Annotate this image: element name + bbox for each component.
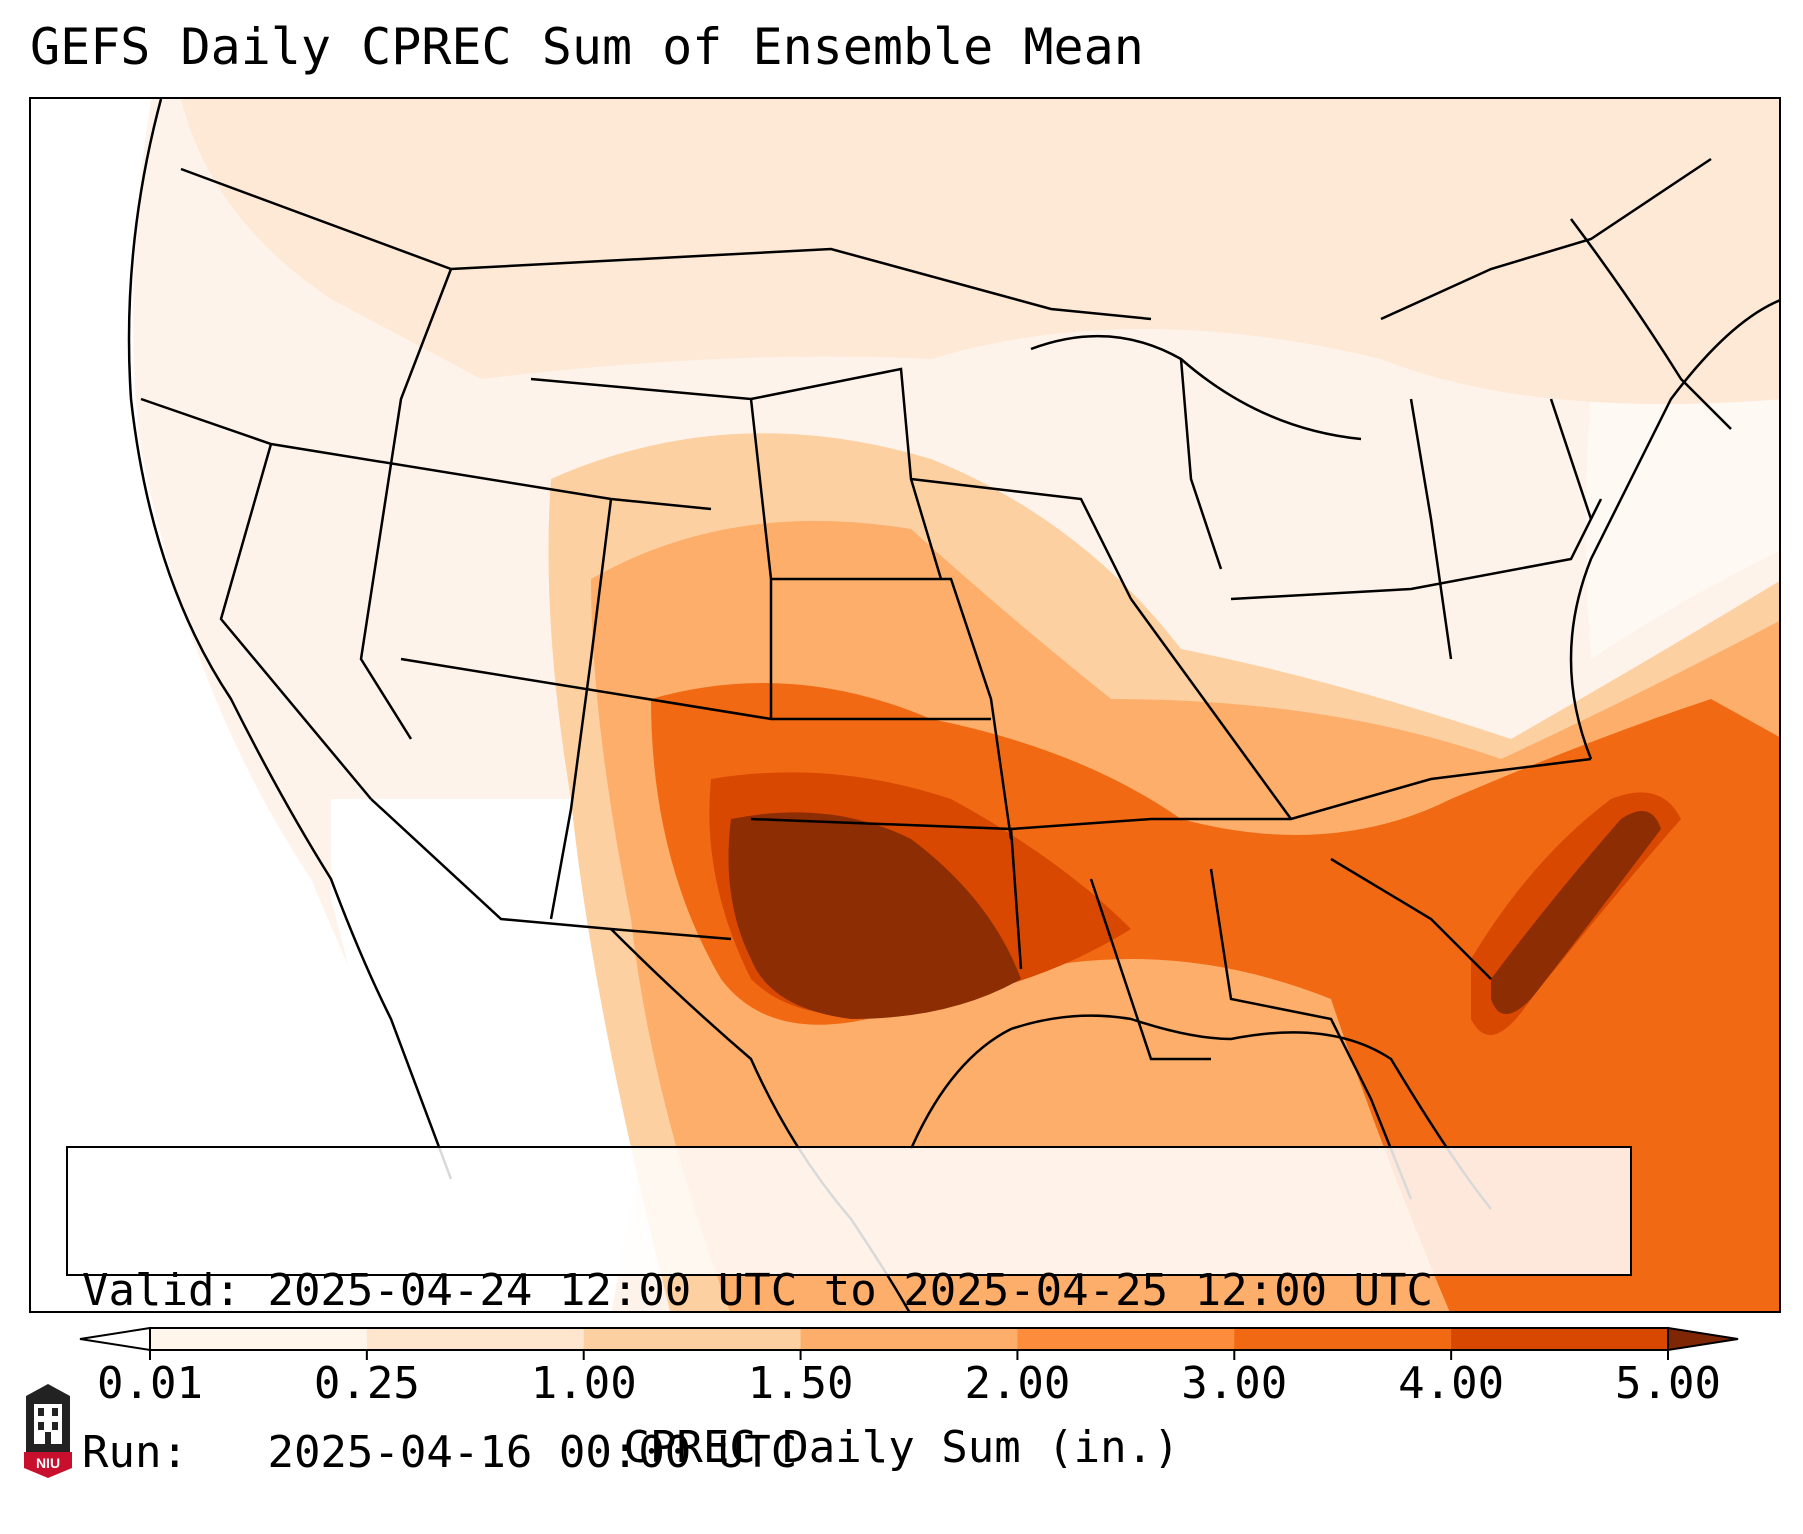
coastlines xyxy=(127,99,1779,1311)
valid-run-infobox: Valid: 2025-04-24 12:00 UTC to 2025-04-2… xyxy=(66,1146,1632,1478)
colorbar-tick-label: 0.01 xyxy=(97,1358,203,1409)
colorbar-segments xyxy=(79,1326,1739,1352)
run-label: Run: xyxy=(82,1427,188,1478)
colorbar-label: CPREC Daily Sum (in.) xyxy=(623,1422,1180,1473)
precip-map xyxy=(29,97,1781,1313)
colorbar-segment xyxy=(1451,1328,1669,1350)
colorbar-outline xyxy=(149,1327,1669,1351)
colorbar-extend-over xyxy=(1667,1326,1739,1352)
state-boundaries xyxy=(140,157,1732,1200)
precip-level-max-atlantic xyxy=(1491,811,1661,1014)
colorbar-extend-under xyxy=(79,1326,151,1352)
colorbar-tick-label: 1.50 xyxy=(747,1358,854,1409)
colorbar-ticks xyxy=(149,1350,1669,1360)
niu-logo-icon: NIU xyxy=(24,1384,72,1478)
niu-logo: NIU xyxy=(22,1382,74,1480)
colorbar-segment xyxy=(583,1328,802,1350)
precip-level-max xyxy=(728,812,1021,1019)
pacific-ocean-area xyxy=(31,99,451,1311)
colorbar-segment xyxy=(800,1328,1018,1350)
valid-row: Valid: 2025-04-24 12:00 UTC to 2025-04-2… xyxy=(82,1264,1616,1318)
colorbar-tick-label: 1.00 xyxy=(530,1358,637,1409)
colorbar-segment xyxy=(1234,1328,1452,1350)
colorbar-tick-label: 5.00 xyxy=(1615,1358,1721,1409)
valid-label: Valid: xyxy=(82,1265,241,1316)
svg-text:NIU: NIU xyxy=(36,1455,60,1471)
colorbar-tick-label: 3.00 xyxy=(1181,1358,1288,1409)
precip-level-1 xyxy=(31,99,1779,404)
colorbar-tick-label: 4.00 xyxy=(1398,1358,1505,1409)
colorbar-segment xyxy=(1017,1328,1235,1350)
colorbar-tick-label: 0.25 xyxy=(313,1358,420,1409)
map-canvas xyxy=(31,99,1779,1311)
map-title: GEFS Daily CPREC Sum of Ensemble Mean xyxy=(30,18,1144,76)
colorbar-segment xyxy=(366,1328,585,1350)
valid-value: 2025-04-24 12:00 UTC to 2025-04-25 12:00… xyxy=(267,1265,1434,1316)
colorbar-segment xyxy=(150,1328,368,1350)
colorbar-tick-label: 2.00 xyxy=(964,1358,1071,1409)
run-row: Run: 2025-04-16 00:00 UTC xyxy=(82,1426,1616,1480)
run-value: 2025-04-16 00:00 UTC xyxy=(267,1427,798,1478)
colorbar xyxy=(79,1326,1739,1360)
